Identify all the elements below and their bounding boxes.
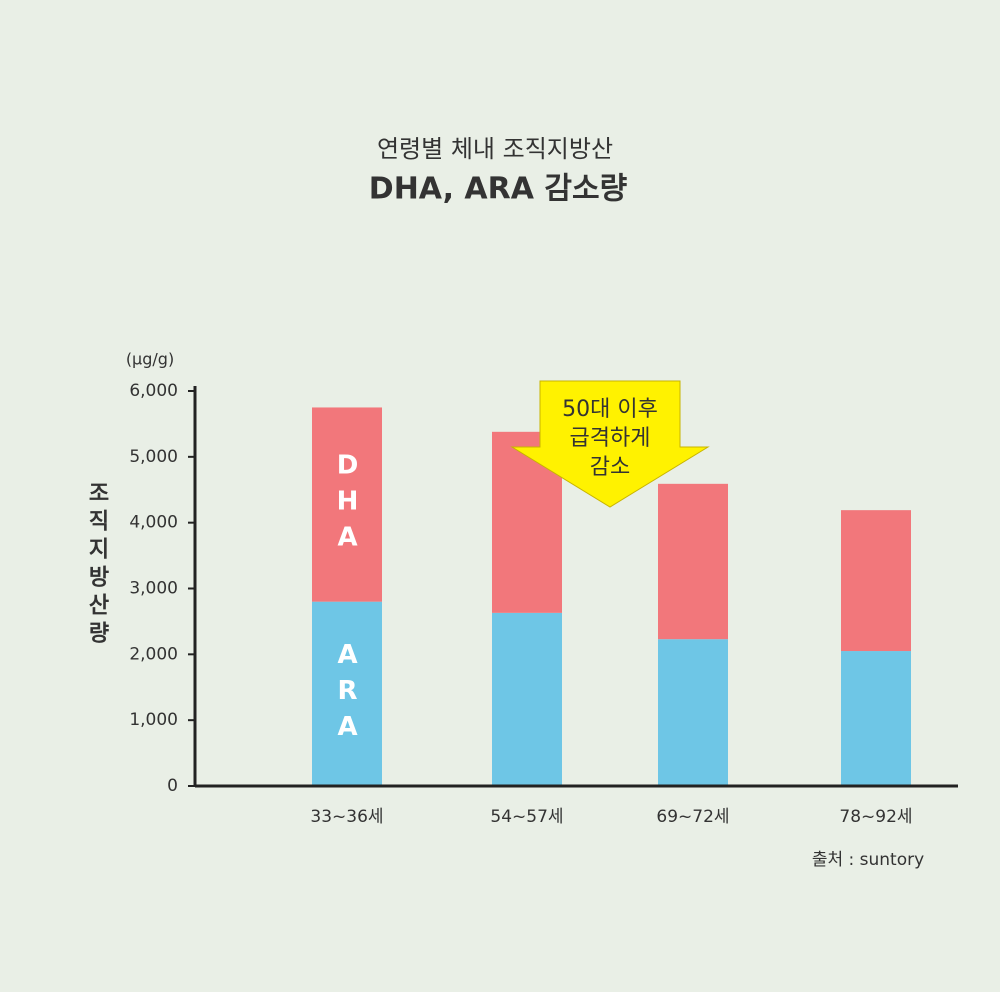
y-tick-label: 6,000 [129,381,178,401]
source: 출처 : suntory [812,850,924,870]
bar-segment [312,601,382,786]
y-unit: (µg/g) [126,350,174,369]
chart-title: DHA, ARA 감소량 [369,172,628,207]
annotation-arrow [510,380,710,508]
bar-segment [658,639,728,786]
bar-segment [312,407,382,602]
x-tick-label: 33~36세 [310,807,383,827]
y-tick-label: 3,000 [129,579,178,599]
annotation: 50대 이후 [562,397,658,422]
x-tick-label: 54~57세 [490,807,563,827]
x-tick-label: 78~92세 [839,807,912,827]
y-tick-label: 5,000 [129,447,178,467]
y-axis-label: 조직지방산량 [84,481,109,649]
annotation: 감소 [590,455,630,480]
y-tick-label: 0 [167,776,178,796]
bar-segment [492,612,562,786]
bar-segment [658,483,728,640]
bar-segment [841,651,911,786]
series-label: DHA [333,451,363,559]
y-tick-label: 4,000 [129,513,178,533]
annotation: 급격하게 [570,426,651,451]
y-tick-label: 2,000 [129,644,178,664]
series-label: ARA [333,640,363,748]
bar-segment [841,510,911,652]
chart-subtitle: 연령별 체내 조직지방산 [377,135,613,163]
y-tick-label: 1,000 [129,710,178,730]
x-tick-label: 69~72세 [656,807,729,827]
